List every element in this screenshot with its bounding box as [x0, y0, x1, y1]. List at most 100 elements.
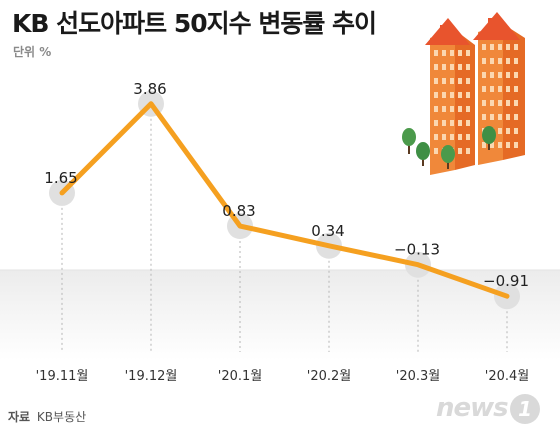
window [434, 92, 438, 98]
data-label: 3.86 [133, 80, 166, 98]
window [450, 92, 454, 98]
window [506, 142, 510, 148]
window [482, 44, 486, 50]
window [466, 106, 470, 112]
window [498, 100, 502, 106]
logo-mark: 1 [509, 393, 540, 424]
window [490, 58, 494, 64]
x-tick-label: '20.4월 [485, 369, 529, 384]
unit-label: 단위 % [13, 45, 52, 59]
x-tick-label: '20.2월 [307, 369, 351, 384]
news1-logo: news 1 [436, 393, 540, 424]
window [514, 58, 518, 64]
window [458, 134, 462, 140]
window [442, 134, 446, 140]
window [434, 78, 438, 84]
window [450, 134, 454, 140]
window [498, 58, 502, 64]
window [450, 106, 454, 112]
window [506, 114, 510, 120]
apartment-illustration [402, 12, 525, 175]
window [434, 64, 438, 70]
x-tick-label: '19.12월 [125, 369, 178, 384]
window [450, 64, 454, 70]
window [514, 114, 518, 120]
window [482, 72, 486, 78]
window [514, 86, 518, 92]
window [450, 50, 454, 56]
window [458, 78, 462, 84]
window [490, 142, 494, 148]
x-tick-label: '20.1월 [218, 369, 262, 384]
window [506, 100, 510, 106]
window [434, 148, 438, 154]
window [450, 78, 454, 84]
source-value: KB부동산 [36, 410, 87, 424]
window [442, 64, 446, 70]
window [506, 58, 510, 64]
window [458, 50, 462, 56]
source-label: 자료 [8, 410, 31, 424]
window [466, 148, 470, 154]
window [434, 120, 438, 126]
window [506, 128, 510, 134]
window [458, 120, 462, 126]
series-line [59, 101, 510, 299]
window [482, 114, 486, 120]
window [490, 100, 494, 106]
window [498, 114, 502, 120]
window [442, 106, 446, 112]
trees [402, 126, 496, 169]
window [442, 50, 446, 56]
x-tick-label: '20.3월 [396, 369, 440, 384]
window [482, 100, 486, 106]
chart-title: KB 선도아파트 50지수 변동률 추이 [12, 9, 377, 38]
window [506, 44, 510, 50]
window [490, 44, 494, 50]
window [442, 120, 446, 126]
window [482, 58, 486, 64]
window [498, 72, 502, 78]
window [434, 50, 438, 56]
window [514, 72, 518, 78]
x-tick-label: '19.11월 [36, 369, 89, 384]
window [458, 92, 462, 98]
window [490, 114, 494, 120]
window [466, 134, 470, 140]
window [506, 72, 510, 78]
window [498, 128, 502, 134]
window [514, 100, 518, 106]
window [498, 142, 502, 148]
window [490, 72, 494, 78]
window [466, 92, 470, 98]
window [498, 86, 502, 92]
window [514, 128, 518, 134]
window [466, 64, 470, 70]
data-label: 0.83 [222, 202, 255, 220]
window [490, 86, 494, 92]
data-label: 0.34 [311, 222, 344, 240]
window [434, 134, 438, 140]
window [458, 64, 462, 70]
window [482, 86, 486, 92]
window [442, 78, 446, 84]
window [434, 106, 438, 112]
window [506, 86, 510, 92]
window [466, 50, 470, 56]
window [514, 44, 518, 50]
negative-band [0, 270, 560, 360]
window [458, 148, 462, 154]
logo-text: news [436, 393, 509, 423]
window [466, 78, 470, 84]
window [450, 120, 454, 126]
source-note: 자료 KB부동산 [8, 408, 86, 425]
window [466, 120, 470, 126]
window [498, 44, 502, 50]
window [458, 106, 462, 112]
window [514, 142, 518, 148]
data-label: 1.65 [44, 169, 77, 187]
window [442, 92, 446, 98]
data-label: −0.91 [483, 272, 529, 290]
data-label: −0.13 [394, 241, 440, 259]
